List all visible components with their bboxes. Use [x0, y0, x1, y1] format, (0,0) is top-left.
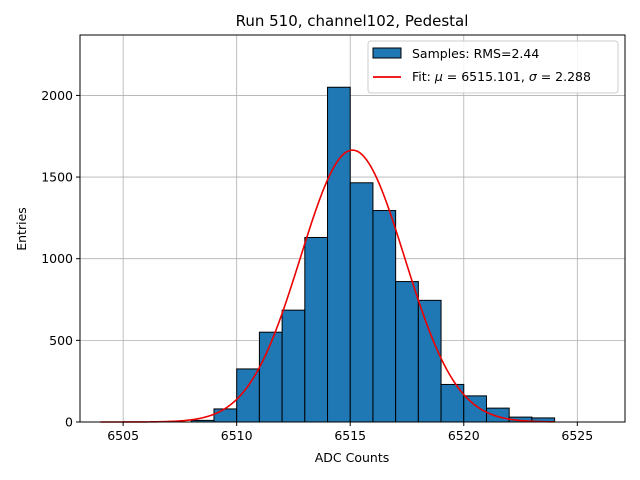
- x-tick-label: 6520: [448, 428, 480, 443]
- x-tick-label: 6505: [107, 428, 139, 443]
- legend-box: [367, 40, 619, 94]
- fit-curve: [100, 149, 555, 423]
- y-tick-label: 1500: [41, 170, 73, 185]
- x-tick-label: 6525: [561, 428, 593, 443]
- histogram-bar: [327, 86, 351, 423]
- legend-fit-mu-symbol: μ: [434, 69, 443, 84]
- legend-fit-mu-value: = 6515.101,: [443, 69, 529, 84]
- fit-curve-layer: [100, 149, 555, 423]
- histogram-bars: [190, 86, 556, 423]
- chart-title: Run 510, channel102, Pedestal: [236, 12, 469, 30]
- histogram-bar: [281, 309, 306, 423]
- legend-swatch-histogram: [372, 47, 402, 59]
- y-axis-label: Entries: [14, 207, 29, 251]
- legend-label-histogram: Samples: RMS=2.44: [412, 46, 539, 61]
- legend-label-fit: Fit: μ = 6515.101, σ = 2.288: [412, 69, 591, 84]
- x-tick-label: 6510: [221, 428, 253, 443]
- histogram-bar: [213, 408, 238, 423]
- y-tick-label: 0: [65, 415, 73, 430]
- x-axis-label: ADC Counts: [315, 450, 390, 465]
- histogram-bar: [258, 331, 283, 423]
- histogram-bar: [372, 210, 397, 423]
- y-tick-label: 2000: [41, 88, 73, 103]
- legend-fit-sigma-symbol: σ: [529, 69, 538, 84]
- histogram-bar: [417, 299, 442, 423]
- histogram-bar: [349, 182, 374, 423]
- histogram-bar: [395, 281, 419, 423]
- legend: Samples: RMS=2.44 Fit: μ = 6515.101, σ =…: [367, 40, 619, 94]
- axis-ticks: 6505 6510 6515 6520 6525 0 500 1000 1500 2000: [41, 88, 593, 443]
- legend-fit-prefix: Fit:: [412, 69, 435, 84]
- y-tick-label: 500: [49, 333, 73, 348]
- x-tick-label: 6515: [334, 428, 366, 443]
- plot-frame: [79, 34, 626, 423]
- y-tick-label: 1000: [41, 251, 73, 266]
- histogram-bar: [304, 236, 329, 423]
- histogram-bar: [485, 407, 510, 423]
- legend-fit-sigma-value: = 2.288: [537, 69, 591, 84]
- histogram-bar: [463, 395, 487, 423]
